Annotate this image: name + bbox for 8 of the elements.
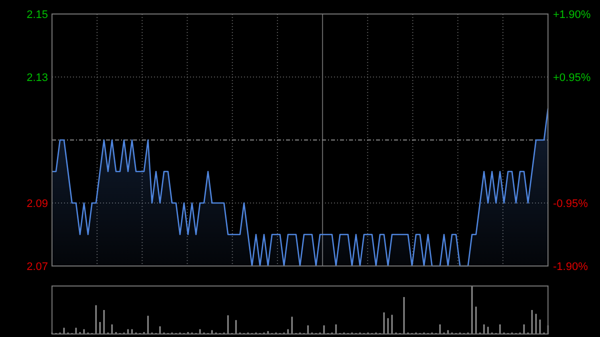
y2-tick-label: +0.95% <box>553 72 591 84</box>
y-tick-label: 2.15 <box>26 8 48 21</box>
y-tick-label: 2.09 <box>26 198 48 210</box>
y-tick-label: 2.13 <box>26 72 48 84</box>
y-tick-label: 2.07 <box>26 260 48 273</box>
y2-tick-label: -1.90% <box>553 260 588 273</box>
y2-tick-label: -0.95% <box>553 198 588 210</box>
y2-tick-label: +1.90% <box>553 8 591 21</box>
